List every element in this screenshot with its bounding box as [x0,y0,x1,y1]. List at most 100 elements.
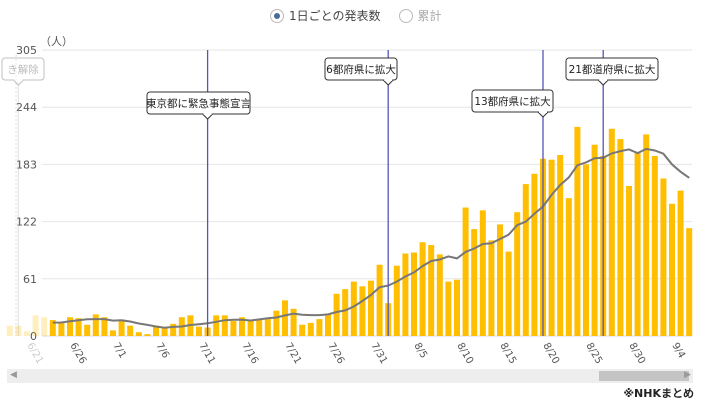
bar [196,326,202,336]
cumulative-label: 累計 [417,9,442,23]
y-tick-label: 183 [16,158,37,171]
x-tick-label: 8/5 [411,341,429,360]
x-tick-label: 8/25 [583,341,604,366]
bar [84,324,91,336]
bar [677,190,684,336]
bar [643,134,650,336]
bar [514,212,521,336]
bar [41,317,48,336]
bar [161,326,168,336]
bar [574,126,581,336]
daily-label: 1日ごとの発表数 [289,9,381,23]
x-tick-label: 9/4 [669,341,687,360]
x-tick-label: 6/26 [67,341,88,366]
bar [58,321,65,336]
bar [307,322,314,336]
bar [531,173,538,336]
event-label-box [146,91,251,115]
bar [471,229,478,336]
y-tick-label: 0 [30,330,37,343]
event-pointer [12,79,25,86]
average-line [52,147,690,329]
bar [239,317,245,336]
daily-radio[interactable]: 1日ごとの発表数 [270,7,381,24]
bar [359,286,366,336]
bar [488,240,495,336]
y-tick-label: 61 [23,273,37,286]
bar [333,293,340,336]
event-marker: き解除 [1,57,45,336]
bar [608,128,615,336]
x-tick-label: 8/15 [497,341,518,366]
event-label: 東京都に緊急事態宣言 [146,97,251,110]
bar [686,228,693,336]
cumulative-radio[interactable]: 累計 [398,7,442,24]
bar [411,252,417,336]
bar [505,251,512,336]
event-pointer-mask [599,79,608,81]
bar [479,210,486,336]
event-label: き解除 [7,63,39,76]
bar [325,314,331,336]
legend: 1日ごとの発表数 累計 [270,7,442,24]
x-tick-label: 7/1 [110,341,128,360]
event-pointer-mask [203,113,212,115]
bar [24,331,30,336]
event-label: 6都府県に拡大 [326,63,396,76]
bar [247,320,254,336]
event-label: 13都府県に拡大 [474,95,551,108]
bar [153,325,159,336]
bar [75,318,82,336]
x-tick-label: 7/6 [153,341,171,360]
bar [402,253,409,336]
bar [264,319,271,336]
chart: 0 61 122 183 244 305（人） 6/21 6/26 7/1 7/6 7/11 7/16… [1,35,693,366]
bar [462,207,469,336]
bar [213,315,220,336]
x-tick-label: 6/21 [24,341,45,366]
bar [651,155,658,336]
bar [634,153,641,336]
event-marker: 6都府県に拡大 [324,50,398,336]
bar [393,265,400,336]
bar [350,281,357,336]
bar [419,242,426,336]
bar [32,315,39,336]
event-label-box [565,57,659,81]
event-label-box [1,57,45,81]
bar [565,198,572,336]
event-label-box [324,57,398,81]
bar [497,224,503,336]
y-tick-label: 244 [16,101,37,114]
bar [256,319,263,336]
bar [282,300,288,336]
x-tick-label: 8/20 [540,341,561,366]
bar [669,203,675,336]
bar [591,144,598,336]
scroll-left-icon[interactable]: ◀ [10,370,17,380]
bar [660,178,667,336]
bar [445,281,452,336]
bar [583,164,589,336]
bar [617,139,624,336]
bar [522,184,529,336]
bar [92,314,99,336]
event-label-box [471,89,554,113]
x-tick-label: 8/30 [626,341,647,366]
x-tick-label: 7/11 [196,341,217,366]
bar [548,159,555,336]
y-tick-label: 305 [16,44,37,57]
scrollbar-thumb[interactable] [599,371,689,381]
bar [557,155,564,336]
bar [144,334,151,336]
bar [436,254,443,336]
bar [342,289,349,336]
radio-unchecked-icon [398,8,413,23]
event-label: 21都道府県に拡大 [569,63,656,76]
horizontal-scrollbar[interactable]: ◀ ▶ [7,369,693,383]
bar [101,317,108,336]
event-marker: 13都府県に拡大 [471,50,554,336]
bar [626,185,632,336]
scroll-right-icon[interactable]: ▶ [684,370,691,380]
bar [299,324,306,336]
